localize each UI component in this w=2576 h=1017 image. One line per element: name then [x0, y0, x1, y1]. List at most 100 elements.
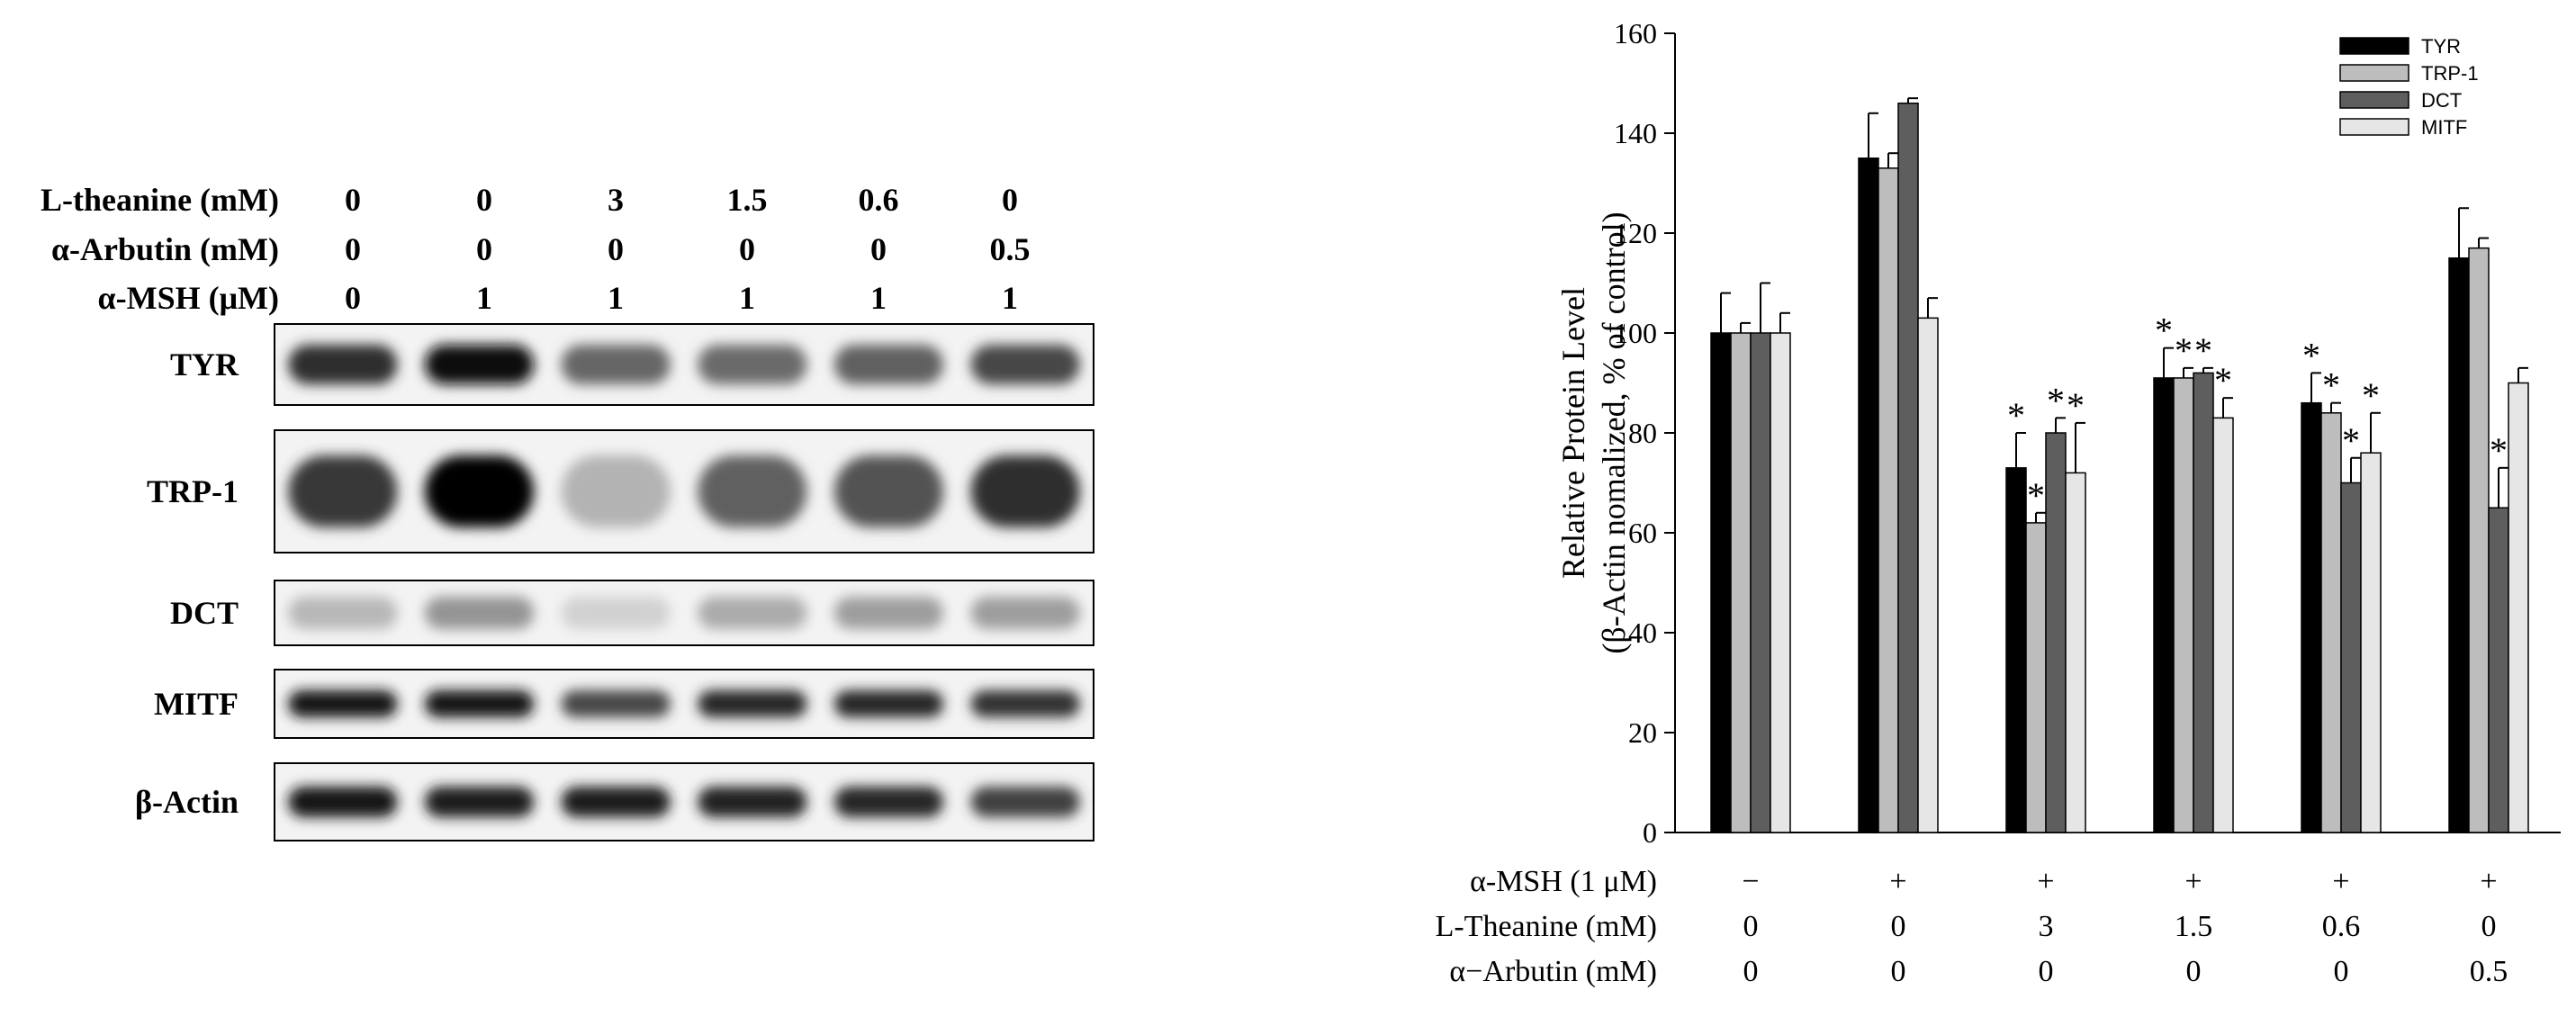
- bar-trp-1: [2025, 522, 2047, 833]
- treatment-value: 0: [345, 182, 361, 218]
- protein-level-chart: 0 20 40 60 80 100 120 140 160 Relative Protein Le…: [1350, 0, 2576, 1012]
- treatment-label: L-theanine (mM): [41, 182, 279, 218]
- western-blot-panel: L-theanine (mM) 0 0 3 1.5 0.6 0 α-Arbutin (mM) 0…: [0, 0, 1161, 1012]
- y-tick-label: 140: [1614, 117, 1657, 149]
- condition-value: 0.6: [2322, 910, 2361, 943]
- condition-value: −: [1742, 865, 1759, 898]
- y-tick-label: 0: [1643, 816, 1657, 849]
- blot-band: [698, 597, 807, 629]
- legend-swatch: [2339, 91, 2409, 109]
- blot-band: [561, 787, 671, 817]
- bar-trp-1: [1730, 332, 1752, 833]
- treatment-value: 0.5: [990, 231, 1031, 267]
- treatment-value: 1: [608, 280, 624, 316]
- condition-label: α−Arbutin (mM): [1449, 955, 1657, 988]
- significance-asterisk: *: [2194, 330, 2212, 371]
- treatment-value: 0: [476, 231, 492, 267]
- bar-mitf: [2212, 417, 2234, 833]
- y-tick-label: 20: [1628, 716, 1657, 749]
- blot-band: [970, 345, 1080, 384]
- blot-band: [288, 345, 398, 384]
- y-tick-label: 160: [1614, 17, 1657, 50]
- bar-dct: [2488, 507, 2509, 833]
- legend-swatch: [2339, 37, 2409, 55]
- condition-value: 3: [2039, 910, 2054, 943]
- western-blot-figure: L-theanine (mM) 0 0 3 1.5 0.6 0 α-Arbutin (mM) 0…: [41, 182, 1094, 842]
- significance-asterisk: *: [2067, 385, 2085, 426]
- bar-trp-1: [2468, 247, 2490, 833]
- blot-strip: [274, 429, 1094, 554]
- protein-label: MITF: [154, 686, 239, 722]
- blot-band: [424, 597, 535, 629]
- blot-band: [424, 345, 535, 384]
- treatment-label: α-Arbutin (mM): [51, 231, 279, 267]
- blot-band: [288, 597, 398, 629]
- significance-asterisk: *: [2175, 330, 2193, 371]
- condition-value: 0: [1743, 955, 1759, 988]
- condition-value: 0: [1743, 910, 1759, 943]
- bar-mitf: [2360, 452, 2382, 833]
- significance-asterisk: *: [2322, 365, 2340, 406]
- blot-band: [970, 455, 1080, 527]
- treatment-value: 0.6: [859, 182, 899, 218]
- treatment-value: 0: [1002, 182, 1018, 218]
- significance-asterisk: *: [2007, 395, 2025, 436]
- bar-tyr: [2301, 401, 2322, 833]
- bar-mitf: [2065, 472, 2086, 833]
- bar-mitf: [2508, 382, 2529, 833]
- legend-swatch: [2339, 64, 2409, 82]
- condition-value: 0: [2481, 910, 2497, 943]
- legend-label: TRP-1: [2421, 62, 2479, 85]
- protein-label: TRP-1: [147, 473, 239, 509]
- blot-band: [833, 455, 944, 527]
- bar-mitf: [1917, 317, 1939, 833]
- bar-tyr: [2153, 377, 2175, 833]
- blot-strip: [274, 580, 1094, 646]
- blot-band: [288, 787, 398, 817]
- y-axis-label-line2: (β-Actin nomalized, % of control): [1596, 212, 1632, 653]
- blot-band: [833, 787, 944, 817]
- blot-band: [833, 345, 944, 384]
- blot-band: [698, 690, 807, 717]
- blot-band: [561, 455, 671, 527]
- significance-asterisk: *: [2362, 375, 2380, 416]
- blot-band: [424, 455, 535, 527]
- condition-value: 0: [2186, 955, 2202, 988]
- blot-band: [970, 690, 1080, 717]
- blot-band: [698, 787, 807, 817]
- condition-value: +: [1889, 865, 1906, 898]
- treatment-value: 1: [1002, 280, 1018, 316]
- protein-level-bar-chart: 0 20 40 60 80 100 120 140 160 Relative Protein Le…: [1436, 17, 2561, 988]
- protein-label: β-Actin: [135, 784, 239, 820]
- significance-asterisk: *: [2342, 420, 2360, 461]
- legend-label: TYR: [2421, 35, 2461, 58]
- condition-value: 0: [2039, 955, 2054, 988]
- bar-tyr: [2005, 467, 2027, 833]
- treatment-value: 1: [476, 280, 492, 316]
- y-axis-label-line1: Relative Protein Level: [1555, 287, 1591, 579]
- bar-dct: [1750, 332, 1771, 833]
- treatment-value: 0: [739, 231, 755, 267]
- blot-band: [833, 597, 944, 629]
- significance-asterisk: *: [2047, 380, 2065, 420]
- significance-asterisk: *: [2155, 310, 2173, 351]
- treatment-value: 1: [870, 280, 887, 316]
- blot-strip: [274, 323, 1094, 406]
- blot-band: [698, 345, 807, 384]
- condition-value: +: [2332, 865, 2349, 898]
- blot-band: [288, 455, 398, 527]
- bar-tyr: [2448, 257, 2470, 833]
- blot-strip: [274, 669, 1094, 739]
- legend-swatch: [2339, 118, 2409, 136]
- blot-band: [561, 690, 671, 717]
- blot-band: [424, 787, 535, 817]
- bar-dct: [1897, 102, 1919, 833]
- blot-band: [833, 690, 944, 717]
- bar-trp-1: [1878, 167, 1899, 833]
- treatment-value: 0: [476, 182, 492, 218]
- significance-asterisk: *: [2302, 335, 2320, 375]
- y-tick-label: 40: [1628, 616, 1657, 649]
- blot-band: [288, 690, 398, 717]
- y-tick-label: 100: [1614, 317, 1657, 349]
- condition-value: +: [2184, 865, 2202, 898]
